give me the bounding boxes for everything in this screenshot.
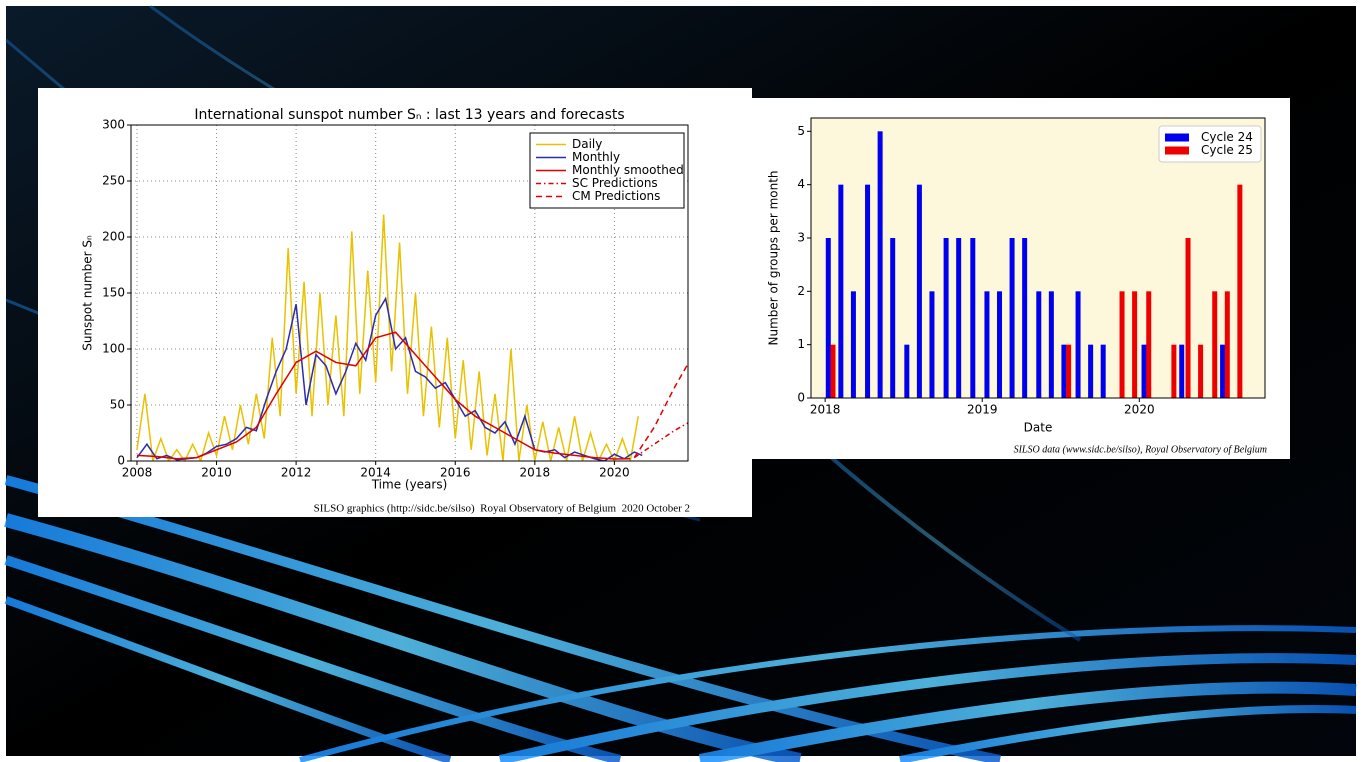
bar: [1076, 291, 1081, 398]
x-tick-label: 2008: [122, 466, 153, 480]
series-line: [634, 422, 690, 458]
y-tick-label: 300: [102, 118, 125, 132]
legend-label: Daily: [572, 137, 602, 151]
footer: SILSO graphics (http://sidc.be/silso) Ro…: [314, 503, 690, 515]
bar: [984, 291, 989, 398]
bar: [956, 238, 961, 398]
x-tick-label: 2019: [967, 403, 998, 417]
bar: [1132, 291, 1137, 398]
bar: [1237, 185, 1242, 398]
chart: 0 1 2 3 4 5 2018 2019 2020 Date Number of groups p…: [752, 98, 1290, 459]
y-tick-label: 250: [102, 174, 125, 188]
x-tick-label: 2018: [810, 403, 841, 417]
bar: [1101, 345, 1106, 398]
bar: [1120, 291, 1125, 398]
bar: [1088, 345, 1093, 398]
x-tick-label: 2010: [201, 466, 232, 480]
plot-area: [137, 215, 690, 461]
bar: [878, 131, 883, 398]
y-tick-label: 150: [102, 286, 125, 300]
bar: [1142, 345, 1147, 398]
bar: [1225, 291, 1230, 398]
bar: [1171, 345, 1176, 398]
x-tick-label: 2020: [599, 466, 630, 480]
bar: [830, 345, 835, 398]
bar: [1036, 291, 1041, 398]
footer: SILSO data (www.sidc.be/silso), Royal Ob…: [1014, 444, 1267, 455]
x-axis-label: Time (years): [371, 478, 448, 492]
bar: [1061, 345, 1066, 398]
bar: [929, 291, 934, 398]
x-axis-label: Date: [1024, 421, 1053, 435]
chart-title: International sunspot number Sₙ : last 1…: [194, 107, 624, 123]
bar: [1022, 238, 1027, 398]
bar: [1049, 291, 1054, 398]
bar: [970, 238, 975, 398]
y-tick-label: 3: [797, 231, 805, 245]
series-line: [634, 360, 690, 457]
y-axis-label: Number of groups per month: [767, 170, 781, 345]
x-tick-label: 2020: [1124, 403, 1155, 417]
legend-label: Cycle 24: [1201, 130, 1253, 144]
y-tick-label: 0: [797, 391, 805, 405]
y-tick-label: 5: [797, 124, 805, 138]
legend-label: Cycle 25: [1201, 143, 1253, 157]
y-tick-label: 1: [797, 337, 805, 351]
bar: [1146, 291, 1151, 398]
bar: [1198, 345, 1203, 398]
legend-label: Monthly: [572, 150, 620, 164]
y-tick-label: 50: [110, 398, 125, 412]
bar: [838, 185, 843, 398]
legend-label: Monthly smoothed: [572, 163, 684, 177]
bar: [904, 345, 909, 398]
slide: 0501001502002503002008201020122014201620…: [0, 0, 1362, 762]
legend-label: SC Predictions: [572, 176, 658, 190]
legend-swatch: [1165, 134, 1189, 142]
chart-panel: 0 1 2 3 4 5 2018 2019 2020 Date Number of groups p…: [752, 98, 1290, 459]
bar: [826, 238, 831, 398]
bar: [1066, 345, 1071, 398]
bar: [1186, 238, 1191, 398]
y-axis-label: Sunspot number Sₙ: [81, 235, 95, 351]
legend-label: CM Predictions: [572, 189, 660, 203]
series-line: [137, 215, 638, 461]
y-tick-label: 200: [102, 230, 125, 244]
bar: [890, 238, 895, 398]
bar: [917, 185, 922, 398]
legend-swatch: [1165, 147, 1189, 155]
bar: [944, 238, 949, 398]
x-tick-label: 2018: [520, 466, 551, 480]
bar: [851, 291, 856, 398]
bar: [865, 185, 870, 398]
bar: [1179, 345, 1184, 398]
y-tick-label: 2: [797, 284, 805, 298]
x-tick-label: 2012: [281, 466, 312, 480]
bar: [1220, 345, 1225, 398]
y-tick-label: 100: [102, 342, 125, 356]
bar: [997, 291, 1002, 398]
bar: [1212, 291, 1217, 398]
bar: [1010, 238, 1015, 398]
y-tick-label: 4: [797, 177, 805, 191]
